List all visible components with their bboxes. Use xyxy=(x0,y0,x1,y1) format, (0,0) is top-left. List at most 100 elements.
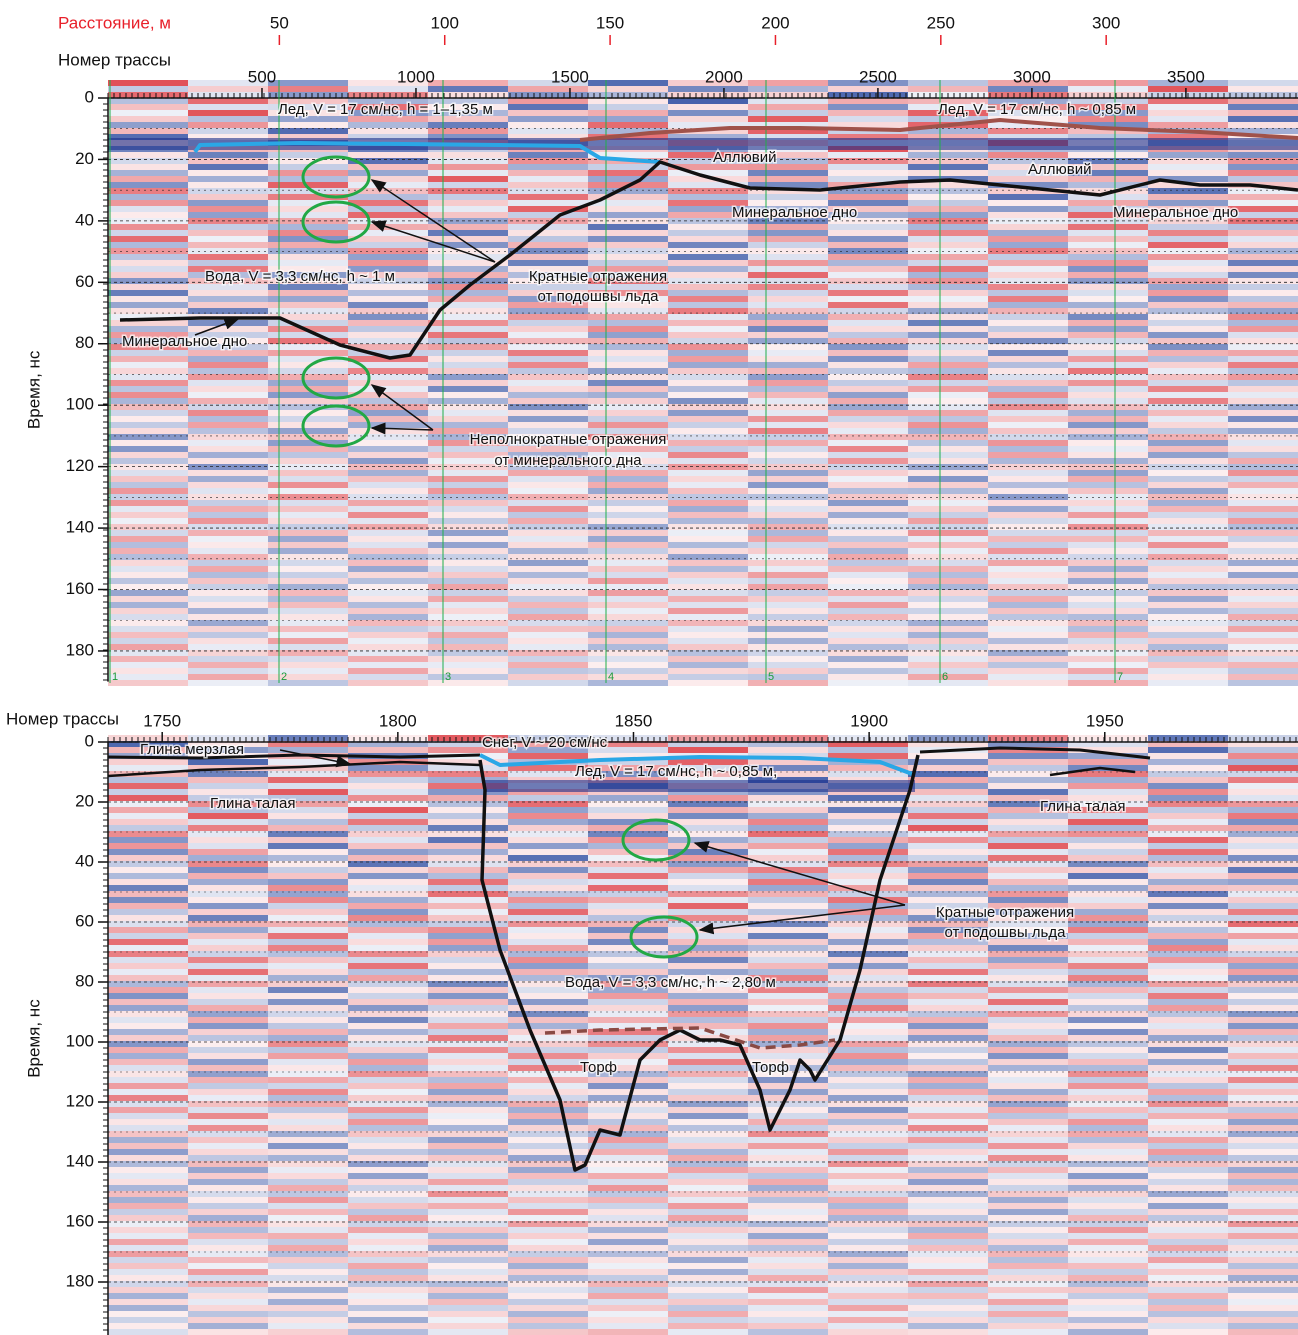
radargram-band xyxy=(668,524,748,530)
radargram-band xyxy=(828,1245,908,1251)
radargram-band xyxy=(588,1323,668,1329)
radargram-band xyxy=(268,1269,348,1275)
radargram-band xyxy=(268,620,348,626)
radargram-band xyxy=(748,837,828,843)
radargram-band xyxy=(268,903,348,909)
radargram-band xyxy=(268,1089,348,1095)
radargram-band xyxy=(668,674,748,680)
radargram-band xyxy=(428,807,508,813)
radargram-band xyxy=(1068,1179,1148,1185)
radargram-band xyxy=(988,242,1068,248)
radargram-band xyxy=(428,482,508,488)
radargram-band xyxy=(588,620,668,626)
radargram-band xyxy=(348,644,428,650)
radargram-band xyxy=(1148,500,1228,506)
radargram-band xyxy=(508,542,588,548)
radargram-band xyxy=(108,933,188,939)
x-tick-label: 3000 xyxy=(1013,67,1051,86)
radargram-band xyxy=(508,1269,588,1275)
radargram-band xyxy=(988,1203,1068,1209)
radargram-band xyxy=(1148,320,1228,326)
radargram-band xyxy=(588,795,668,801)
radargram-band xyxy=(508,110,588,116)
radargram-band xyxy=(1068,849,1148,855)
radargram-band xyxy=(188,843,268,849)
radargram-band xyxy=(668,843,748,849)
radargram-band xyxy=(748,1113,828,1119)
radargram-band xyxy=(1148,446,1228,452)
radargram-band xyxy=(828,1089,908,1095)
radargram-band xyxy=(108,1209,188,1215)
radargram-band xyxy=(668,1173,748,1179)
radargram-band xyxy=(428,1137,508,1143)
radargram-band xyxy=(1068,1263,1148,1269)
radargram-band xyxy=(1228,242,1298,248)
radargram-band xyxy=(828,332,908,338)
radargram-band xyxy=(188,176,268,182)
radargram-band xyxy=(668,302,748,308)
radargram-band xyxy=(348,638,428,644)
radargram-band xyxy=(1228,747,1298,753)
radargram-band xyxy=(748,380,828,386)
radargram-band xyxy=(668,272,748,278)
radargram-band xyxy=(748,506,828,512)
radargram-band xyxy=(1228,975,1298,981)
radargram-band xyxy=(108,1023,188,1029)
radargram-band xyxy=(268,500,348,506)
radargram-band xyxy=(908,572,988,578)
radargram-band xyxy=(1228,1011,1298,1017)
radargram-band xyxy=(668,410,748,416)
radargram-band xyxy=(908,1143,988,1149)
radargram-band xyxy=(668,1305,748,1311)
radargram-band xyxy=(668,242,748,248)
radargram-band xyxy=(588,608,668,614)
radargram-band xyxy=(588,560,668,566)
radargram-band xyxy=(908,1287,988,1293)
radargram-band xyxy=(828,915,908,921)
radargram-band xyxy=(748,1269,828,1275)
radargram-band xyxy=(108,482,188,488)
radargram-band xyxy=(748,266,828,272)
radargram-band xyxy=(108,182,188,188)
radargram-band xyxy=(748,1311,828,1317)
radargram-band xyxy=(908,1155,988,1161)
radargram-band xyxy=(428,164,508,170)
radargram-band xyxy=(748,338,828,344)
annotation: Торф xyxy=(580,1059,617,1076)
radargram-band xyxy=(588,356,668,362)
radargram-band xyxy=(988,1125,1068,1131)
radargram-band xyxy=(268,1299,348,1305)
radargram-band xyxy=(428,813,508,819)
radargram-band xyxy=(348,296,428,302)
radargram-band xyxy=(1148,614,1228,620)
radargram-band xyxy=(508,807,588,813)
radargram-band xyxy=(188,224,268,230)
radargram-band xyxy=(348,1227,428,1233)
radargram-band xyxy=(748,530,828,536)
radargram-band xyxy=(108,1017,188,1023)
radargram-band xyxy=(668,1209,748,1215)
radargram-band xyxy=(748,296,828,302)
radargram-band xyxy=(108,410,188,416)
radargram-band xyxy=(188,206,268,212)
radargram-band xyxy=(508,1227,588,1233)
radargram-band xyxy=(108,1137,188,1143)
radargram-band xyxy=(108,566,188,572)
radargram-band xyxy=(988,548,1068,554)
y-tick-label: 40 xyxy=(75,851,94,870)
radargram-band xyxy=(588,1113,668,1119)
radargram-band xyxy=(1068,975,1148,981)
radargram-band xyxy=(748,566,828,572)
radargram-band xyxy=(1068,572,1148,578)
radargram-band xyxy=(668,1077,748,1083)
radargram-band xyxy=(1228,668,1298,674)
radargram-band xyxy=(108,494,188,500)
radargram-bottom xyxy=(108,735,1298,1335)
radargram-band xyxy=(988,398,1068,404)
radargram-band xyxy=(1228,482,1298,488)
radargram-band xyxy=(828,164,908,170)
radargram-band xyxy=(108,1125,188,1131)
radargram-band xyxy=(348,1083,428,1089)
radargram-band xyxy=(1068,1149,1148,1155)
radargram-band xyxy=(908,843,988,849)
